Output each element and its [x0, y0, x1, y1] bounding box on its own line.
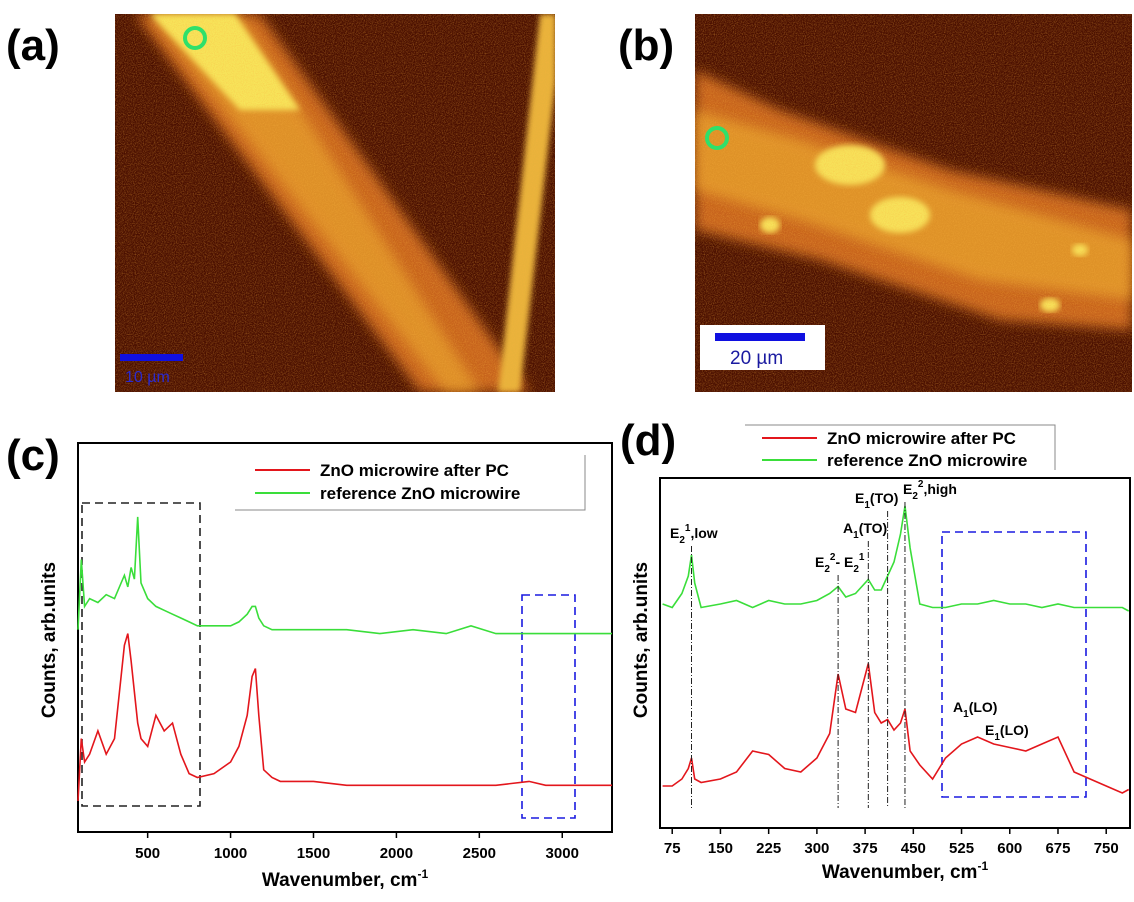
peak-label-part: 1: [685, 523, 691, 534]
x-tick-label: 2000: [380, 845, 413, 862]
panel-label: (d): [620, 416, 676, 465]
peak-label: E1(TO): [855, 490, 898, 511]
legend-frame: [235, 455, 586, 511]
panel-label: (a): [6, 21, 60, 70]
legend-label: ZnO microwire after PC: [827, 429, 1016, 448]
plot-frame: [77, 442, 613, 833]
x-tick-label: 75: [664, 840, 681, 857]
peak-label-part: 1: [963, 709, 969, 720]
peak-label-part: 2: [824, 564, 830, 575]
data-line: [662, 663, 1130, 794]
peak-label-part: 2: [918, 479, 924, 490]
x-axis-title: Wavenumber, cm-1: [822, 859, 989, 883]
peak-label: A1(LO): [953, 699, 997, 720]
peak-label-part: (TO): [870, 490, 899, 506]
legend-label: ZnO microwire after PC: [320, 461, 509, 480]
x-tick-label: 525: [949, 840, 974, 857]
legend-frame: [745, 424, 1056, 470]
x-axis-title-sup: -1: [417, 867, 428, 881]
legend-label: reference ZnO microwire: [827, 451, 1027, 470]
peak-label-part: (TO): [859, 520, 888, 536]
x-tick-label: 1000: [214, 845, 247, 862]
x-tick-label: 450: [901, 840, 926, 857]
peak-label-part: E: [855, 490, 864, 506]
map-a: [115, 14, 555, 392]
x-tick-label: 225: [756, 840, 781, 857]
peak-label-part: (LO): [1000, 722, 1029, 738]
x-tick-label: 375: [853, 840, 878, 857]
scale-bar-label: 20 µm: [730, 348, 783, 369]
peak-label: E22- E21: [815, 552, 865, 575]
peak-label: E21,low: [670, 523, 718, 546]
x-tick-label: 600: [997, 840, 1022, 857]
data-line: [77, 633, 612, 801]
peak-label-part: (LO): [969, 699, 998, 715]
panel-label: (b): [618, 21, 674, 70]
map-b: [695, 14, 1132, 392]
peak-label: E22,high: [903, 479, 957, 502]
x-tick-label: 300: [804, 840, 829, 857]
highlight-box: [941, 531, 1087, 798]
peak-label-part: 1: [853, 530, 859, 541]
peak-label-part: - E: [835, 554, 853, 570]
x-axis-title-sup: -1: [977, 859, 988, 873]
x-axis-title-text: Wavenumber, cm: [262, 870, 418, 891]
x-tick-label: 2500: [463, 845, 496, 862]
peak-label-part: A: [953, 699, 963, 715]
x-axis-title-text: Wavenumber, cm: [822, 862, 978, 883]
x-axis-title: Wavenumber, cm-1: [262, 867, 429, 891]
peak-label-part: 2: [853, 564, 859, 575]
scale-bar-label: 10 µm: [125, 369, 170, 386]
legend-label: reference ZnO microwire: [320, 484, 520, 503]
peak-label-part: 2: [830, 552, 836, 563]
peak-label-part: 1: [864, 500, 870, 511]
peak-label-part: 1: [994, 732, 1000, 743]
peak-label-part: E: [670, 525, 679, 541]
data-line: [77, 516, 612, 635]
peak-label: A1(TO): [843, 520, 887, 541]
peak-label-part: 2: [912, 491, 918, 502]
panel-label: (c): [6, 431, 60, 480]
x-tick-label: 675: [1045, 840, 1070, 857]
y-axis-title: Counts, arb.units: [631, 562, 652, 718]
peak-label-part: E: [815, 554, 824, 570]
peak-label-part: E: [985, 722, 994, 738]
peak-label-part: E: [903, 481, 912, 497]
x-tick-label: 500: [135, 845, 160, 862]
peak-label: E1(LO): [985, 722, 1029, 743]
peak-label-part: ,high: [923, 481, 956, 497]
peak-label-part: ,low: [690, 525, 717, 541]
highlight-box: [521, 594, 576, 819]
peak-label-part: A: [843, 520, 853, 536]
y-axis-title: Counts, arb.units: [39, 562, 60, 718]
x-tick-label: 150: [708, 840, 733, 857]
peak-label-part: 2: [679, 535, 685, 546]
x-tick-label: 1500: [297, 845, 330, 862]
highlight-box: [81, 502, 201, 807]
peak-label-part: 1: [859, 552, 865, 563]
x-tick-label: 750: [1094, 840, 1119, 857]
plot-frame: [659, 477, 1131, 829]
data-line: [662, 505, 1130, 612]
x-tick-label: 3000: [546, 845, 579, 862]
